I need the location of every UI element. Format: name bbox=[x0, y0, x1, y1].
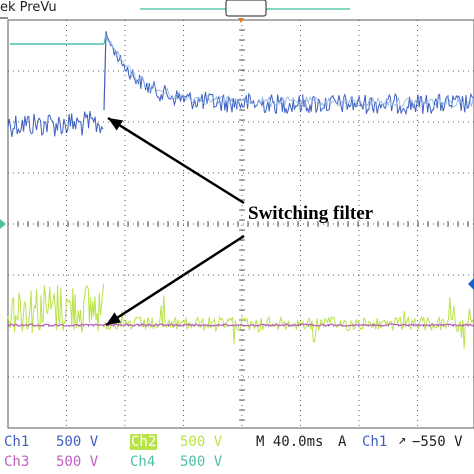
trigger-position-marker bbox=[238, 18, 244, 23]
ch1-trace-jump bbox=[103, 31, 107, 111]
arrow-to-ch2-head bbox=[106, 312, 122, 325]
graticule bbox=[7, 19, 474, 429]
ch2-label[interactable]: Ch2 bbox=[130, 434, 158, 450]
arrow-to-ch1 bbox=[107, 116, 245, 205]
trigger-level-marker bbox=[468, 278, 474, 290]
prevu-status-label: ek PreVu bbox=[0, 0, 57, 15]
ch3-trace bbox=[7, 323, 474, 327]
record-window-bracket bbox=[225, 0, 267, 17]
ch3-label[interactable]: Ch3 bbox=[4, 454, 30, 470]
ch1-label[interactable]: Ch1 bbox=[4, 434, 30, 450]
switching-filter-label: Switching filter bbox=[248, 203, 374, 224]
ch4-ground-marker bbox=[0, 219, 6, 229]
trigger-level: −550 V bbox=[412, 434, 463, 450]
trigger-source: Ch1 bbox=[362, 434, 388, 450]
ch4-scale: 500 V bbox=[180, 454, 223, 470]
ch2-trace-pre bbox=[7, 283, 105, 334]
ch2-scale: 500 V bbox=[180, 434, 223, 450]
arrow-to-ch1-head bbox=[108, 118, 124, 131]
ch3-scale: 500 V bbox=[56, 454, 99, 470]
timebase-readout: M 40.0ms bbox=[256, 434, 324, 450]
ch4-trace-post bbox=[105, 35, 474, 108]
ch4-label[interactable]: Ch4 bbox=[130, 454, 156, 470]
trigger-mode: A bbox=[338, 434, 347, 450]
ch1-trace-pre bbox=[7, 111, 104, 137]
rising-edge-icon: ↗ bbox=[398, 432, 407, 448]
channel-markers bbox=[0, 0, 474, 290]
arrow-to-ch2 bbox=[105, 234, 245, 327]
waveform-traces bbox=[7, 31, 474, 350]
ch4-trace-jump bbox=[103, 33, 107, 45]
ch1-scale: 500 V bbox=[56, 434, 99, 450]
annotation-arrows bbox=[105, 116, 245, 327]
